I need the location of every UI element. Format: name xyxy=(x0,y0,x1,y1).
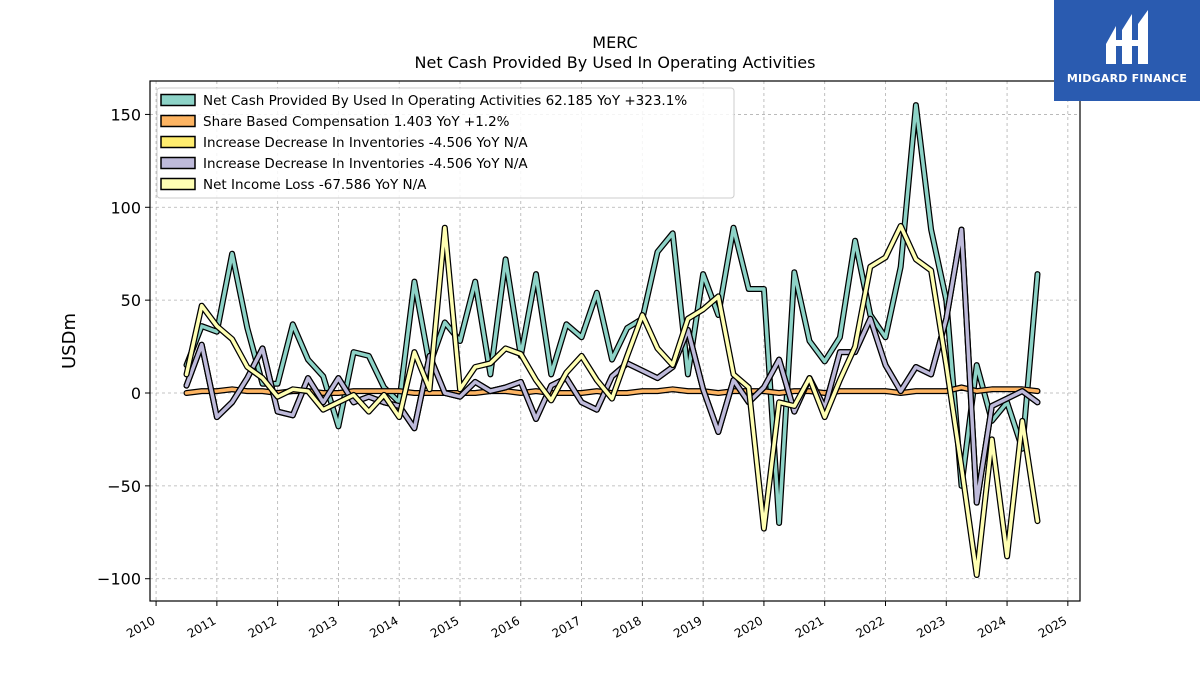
x-tick-label: 2025 xyxy=(1036,613,1069,640)
logo-mark-icon xyxy=(1106,10,1148,64)
legend-label-0: Net Cash Provided By Used In Operating A… xyxy=(203,93,687,109)
legend-label-1: Share Based Compensation 1.403 YoY +1.2% xyxy=(203,114,510,130)
legend-swatch-3 xyxy=(160,156,196,170)
legend-swatch-1 xyxy=(160,114,196,128)
x-tick-label: 2012 xyxy=(246,613,279,640)
x-tick-label: 2010 xyxy=(124,613,157,640)
legend-swatch-2 xyxy=(160,135,196,149)
x-tick-label: 2011 xyxy=(185,613,218,640)
y-tick-label: 100 xyxy=(110,198,141,217)
series-layer xyxy=(183,102,1041,578)
legend: Net Cash Provided By Used In Operating A… xyxy=(156,87,735,199)
y-tick-label: −50 xyxy=(107,477,141,496)
x-tick-label: 2024 xyxy=(975,613,1008,640)
x-axis: 2010 2011 2012 2013 2014 2015 2016 2017 2018 2019… xyxy=(124,601,1069,641)
x-tick-label: 2017 xyxy=(550,613,583,640)
y-axis: −100 −50 0 50 100 150 xyxy=(97,105,150,589)
x-tick-label: 2020 xyxy=(732,613,765,640)
y-tick-label: −100 xyxy=(97,570,141,589)
series-line-4 xyxy=(184,224,1040,577)
x-tick-label: 2021 xyxy=(793,613,826,640)
plot-frame xyxy=(149,80,1081,602)
legend-swatch-4 xyxy=(160,177,196,191)
x-tick-label: 2019 xyxy=(671,613,704,640)
chart-title: MERC xyxy=(592,33,637,52)
x-tick-label: 2016 xyxy=(489,613,522,640)
legend-label-2: Increase Decrease In Inventories -4.506 … xyxy=(203,135,528,151)
x-tick-label: 2015 xyxy=(428,613,461,640)
logo-text: MIDGARD FINANCE xyxy=(1066,72,1188,85)
x-tick-label: 2018 xyxy=(610,613,643,640)
x-tick-label: 2014 xyxy=(367,613,400,640)
x-tick-label: 2022 xyxy=(854,613,887,640)
legend-swatch-0 xyxy=(160,93,196,107)
y-tick-label: 0 xyxy=(131,384,141,403)
y-tick-label: 50 xyxy=(121,291,141,310)
legend-label-3: Increase Decrease In Inventories -4.506 … xyxy=(203,156,528,172)
brand-logo: MIDGARD FINANCE xyxy=(1054,0,1200,101)
series-line-3 xyxy=(184,227,1040,505)
legend-label-4: Net Income Loss -67.586 YoY N/A xyxy=(203,177,427,193)
legend-box xyxy=(156,87,735,199)
chart-subtitle: Net Cash Provided By Used In Operating A… xyxy=(415,53,816,72)
x-tick-label: 2023 xyxy=(914,613,947,640)
x-tick-label: 2013 xyxy=(306,613,339,640)
y-tick-label: 150 xyxy=(110,105,141,124)
y-axis-label: USDm xyxy=(59,313,80,369)
